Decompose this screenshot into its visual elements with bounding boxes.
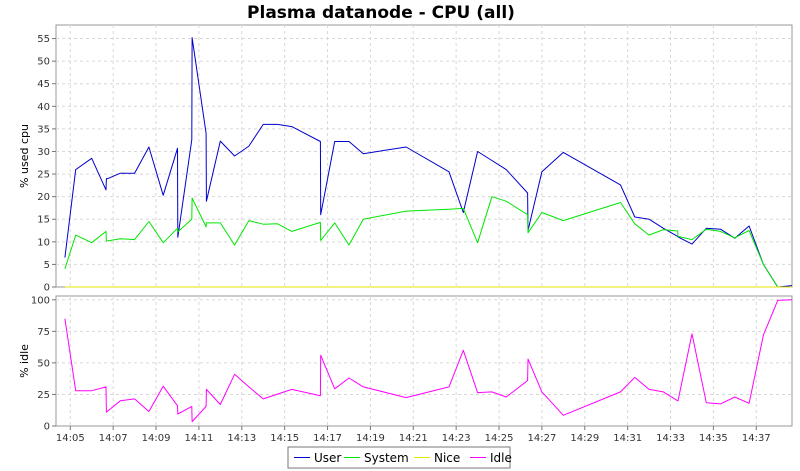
y-tick-label: 35 (37, 124, 50, 135)
x-tick-label: 14:07 (99, 433, 128, 444)
x-tick-label: 14:19 (356, 433, 385, 444)
y-tick-label: 25 (37, 170, 50, 181)
legend-label-nice: Nice (434, 451, 460, 465)
y-tick-label: 50 (37, 358, 50, 369)
y-tick-label: 40 (37, 102, 50, 113)
legend-label-idle: Idle (490, 451, 512, 465)
legend-box (287, 446, 511, 469)
x-tick-label: 14:31 (613, 433, 642, 444)
legend: User System Nice Idle (287, 446, 512, 469)
x-tick-label: 14:25 (485, 433, 514, 444)
y-tick-label: 55 (37, 34, 50, 45)
x-tick-label: 14:27 (527, 433, 556, 444)
chart-title: Plasma datanode - CPU (all) (247, 3, 515, 23)
y-tick-label: 75 (37, 327, 50, 338)
user-system-panel: 0 5 10 15 20 25 30 35 40 45 50 55 % used cpu (18, 24, 793, 294)
y-tick-label: 20 (37, 192, 50, 203)
x-tick-label: 14:35 (699, 433, 728, 444)
x-tick-label: 14:05 (56, 433, 85, 444)
y-tick-label: 10 (37, 237, 50, 248)
x-tick-label: 14:37 (742, 433, 771, 444)
idle-panel: 0 25 50 75 100 14:05 14:07 14:09 14:11 14:13 14:15… (18, 295, 793, 444)
y-tick-label: 30 (37, 147, 50, 158)
plot-area (55, 295, 793, 427)
x-tick-label: 14:17 (313, 433, 342, 444)
y-axis-label: % used cpu (18, 124, 31, 188)
y-tick-label: 50 (37, 57, 50, 68)
series-line-system (64, 196, 792, 288)
x-tick-label: 14:21 (399, 433, 428, 444)
legend-label-system: System (364, 451, 409, 465)
x-tick-label: 14:29 (570, 433, 599, 444)
x-tick-label: 14:23 (442, 433, 471, 444)
y-axis-label: % idle (18, 344, 31, 378)
x-tick-label: 14:15 (270, 433, 299, 444)
y-tick-label: 5 (44, 260, 50, 271)
series-line-idle (64, 299, 793, 423)
legend-label-user: User (314, 451, 341, 465)
y-tick-label: 0 (44, 422, 50, 433)
x-tick-label: 14:33 (656, 433, 685, 444)
plot-area (55, 24, 793, 288)
y-tick-label: 100 (31, 295, 50, 306)
x-tick-label: 14:09 (142, 433, 171, 444)
x-tick-label: 14:13 (227, 433, 256, 444)
y-tick-label: 0 (44, 283, 50, 294)
y-tick-label: 15 (37, 215, 50, 226)
y-tick-label: 25 (37, 390, 50, 401)
y-tick-label: 45 (37, 79, 50, 90)
x-tick-label: 14:11 (184, 433, 213, 444)
